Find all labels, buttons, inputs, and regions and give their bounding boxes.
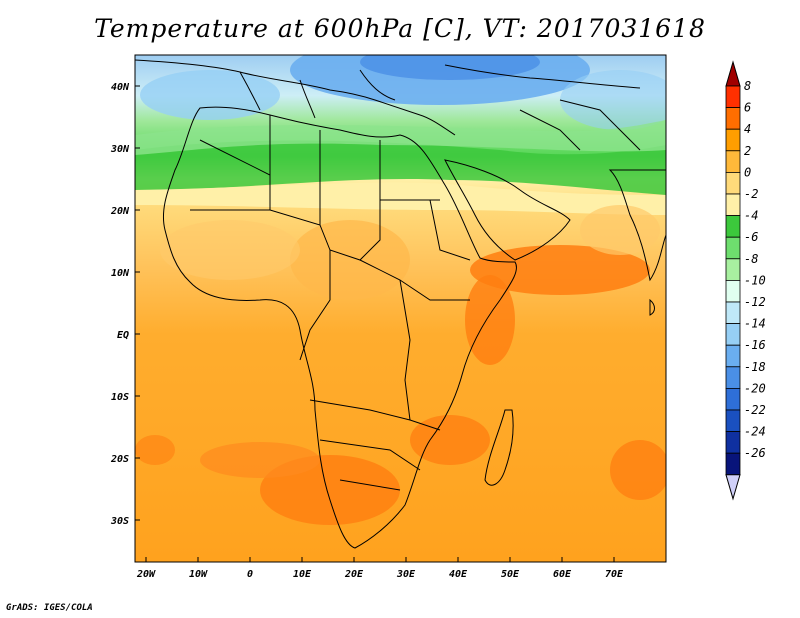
colorbar-label: 8 [744, 79, 751, 93]
lat-tick-label: 20N [110, 206, 130, 217]
lat-tick-label: 10N [111, 268, 130, 279]
lon-tick-label: 50E [501, 569, 520, 580]
colorbar-swatch [725, 344, 741, 368]
lon-tick-label: 0 [247, 569, 253, 580]
plot-frame [134, 54, 667, 563]
colorbar-label: -24 [744, 425, 766, 439]
lon-tick-label: 20W [136, 569, 156, 580]
lon-tick-label: 10E [293, 569, 312, 580]
colorbar-label: -16 [744, 338, 766, 352]
colorbar-swatch [725, 366, 741, 389]
lat-tick-label: 30N [110, 144, 130, 155]
colorbar-top-arrow [725, 60, 741, 87]
colorbar-swatch [725, 387, 741, 411]
colorbar-swatch [725, 107, 741, 130]
lat-tick-label: EQ [117, 330, 129, 341]
colorbar-label: -12 [744, 295, 766, 309]
colorbar-swatch [725, 301, 741, 325]
colorbar-swatch [725, 409, 741, 433]
colorbar-label: -10 [744, 273, 766, 287]
colorbar-label: 0 [744, 165, 751, 179]
coastlines [135, 59, 666, 549]
colorbar-label: 6 [744, 101, 751, 115]
colorbar-swatch [725, 150, 741, 173]
lat-tick-label: 20S [110, 454, 129, 465]
lon-tick-label: 20E [344, 569, 364, 580]
colorbar-swatch [725, 193, 741, 217]
colorbar-swatch [725, 452, 741, 476]
colorbar-label: 4 [744, 122, 751, 136]
longitude-axis: 20W 10W 0 10E 20E 30E 40E 50E 60E 70E [136, 557, 624, 580]
colorbar-label: -8 [744, 252, 758, 266]
colorbar-swatch [725, 215, 741, 238]
lon-tick-label: 60E [553, 569, 572, 580]
colorbar-label: -20 [744, 381, 766, 395]
colorbar-swatch [725, 128, 741, 152]
lon-tick-label: 30E [396, 569, 416, 580]
colorbar-swatch [725, 431, 741, 454]
credit-label: GrADS: IGES/COLA [6, 603, 93, 613]
lon-tick-label: 70E [605, 569, 624, 580]
latitude-axis: 40N 30N 20N 10N EQ 10S 20S 30S [110, 82, 140, 527]
colorbar-swatch [725, 85, 741, 109]
colorbar-label: 2 [744, 144, 751, 158]
colorbar-label: -2 [744, 187, 758, 201]
colorbar-label: -4 [744, 209, 758, 223]
colorbar-label: -22 [744, 403, 766, 417]
lon-tick-label: 10W [189, 569, 208, 580]
lon-tick-label: 40E [449, 569, 468, 580]
chart-title: Temperature at 600hPa [C], VT: 201703161… [94, 14, 706, 43]
colorbar-swatch [725, 236, 741, 260]
colorbar-swatch [725, 171, 741, 195]
colorbar-label: -18 [744, 360, 766, 374]
colorbar-label: -14 [744, 317, 766, 331]
colorbar-swatch [725, 323, 741, 346]
lat-tick-label: 10S [111, 392, 129, 403]
colorbar-label: -6 [744, 230, 758, 244]
colorbar-swatch [725, 279, 741, 303]
lat-tick-label: 40N [111, 82, 130, 93]
colorbar-label: -26 [744, 446, 766, 460]
colorbar-swatch [725, 258, 741, 281]
temperature-field [135, 55, 666, 562]
colorbar-bottom-arrow [725, 474, 741, 501]
lat-tick-label: 30S [110, 516, 129, 527]
colorbar: 8 6 4 2 0 -2 -4 -6 -8 -10 -12 -14 -16 -18 -20 -22 -24 -26 [725, 60, 766, 501]
